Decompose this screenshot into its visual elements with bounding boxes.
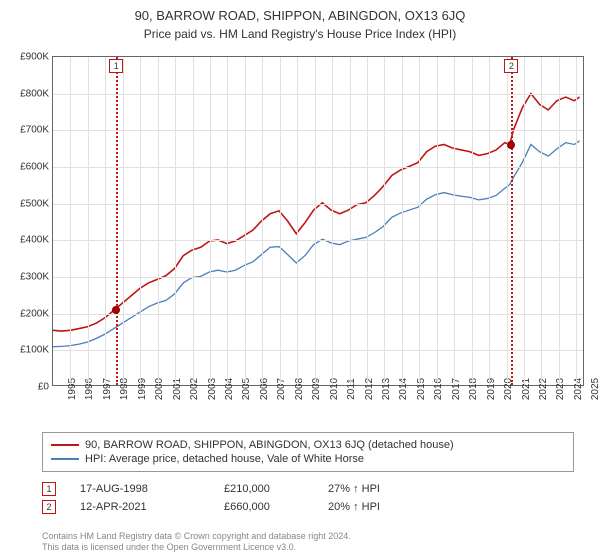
x-tick-label: 2025 [576,378,600,400]
y-tick-label: £100K [20,345,49,356]
y-tick-label: £600K [20,162,49,173]
event-price: £660,000 [224,501,304,513]
chart-lines [53,57,583,385]
y-tick-label: £300K [20,272,49,283]
event-row: 1 17-AUG-1998 £210,000 27% ↑ HPI [42,480,574,498]
event-row: 2 12-APR-2021 £660,000 20% ↑ HPI [42,498,574,516]
y-tick-label: £500K [20,198,49,209]
series-hpi [53,141,580,347]
y-tick-label: £0 [38,382,49,393]
event-marker: 1 [109,59,123,73]
event-delta: 27% ↑ HPI [328,483,408,495]
legend-swatch [51,444,79,446]
event-badge: 2 [42,500,56,514]
event-delta: 20% ↑ HPI [328,501,408,513]
event-marker: 2 [504,59,518,73]
legend-label: 90, BARROW ROAD, SHIPPON, ABINGDON, OX13… [85,439,454,451]
y-tick-label: £800K [20,88,49,99]
chart-subtitle: Price paid vs. HM Land Registry's House … [0,23,600,47]
legend-item-price-paid: 90, BARROW ROAD, SHIPPON, ABINGDON, OX13… [51,438,565,452]
event-vertical-line [116,57,118,385]
legend-item-hpi: HPI: Average price, detached house, Vale… [51,452,565,466]
event-date: 12-APR-2021 [80,501,200,513]
y-tick-label: £900K [20,52,49,63]
event-badge: 1 [42,482,56,496]
legend-swatch [51,458,79,460]
chart-title: 90, BARROW ROAD, SHIPPON, ABINGDON, OX13… [0,0,600,23]
attribution-footer: Contains HM Land Registry data © Crown c… [42,531,351,554]
footer-line: This data is licensed under the Open Gov… [42,542,351,554]
event-vertical-line [511,57,513,385]
event-point [112,306,120,314]
footer-line: Contains HM Land Registry data © Crown c… [42,531,351,543]
legend: 90, BARROW ROAD, SHIPPON, ABINGDON, OX13… [42,432,574,472]
chart-container: 90, BARROW ROAD, SHIPPON, ABINGDON, OX13… [0,0,600,560]
y-tick-label: £400K [20,235,49,246]
y-tick-label: £700K [20,125,49,136]
event-point [507,141,515,149]
y-tick-label: £200K [20,308,49,319]
events-table: 1 17-AUG-1998 £210,000 27% ↑ HPI 2 12-AP… [42,480,574,516]
series-price_paid [53,93,580,331]
plot-area: £0£100K£200K£300K£400K£500K£600K£700K£80… [52,56,584,386]
event-price: £210,000 [224,483,304,495]
event-date: 17-AUG-1998 [80,483,200,495]
legend-label: HPI: Average price, detached house, Vale… [85,453,364,465]
